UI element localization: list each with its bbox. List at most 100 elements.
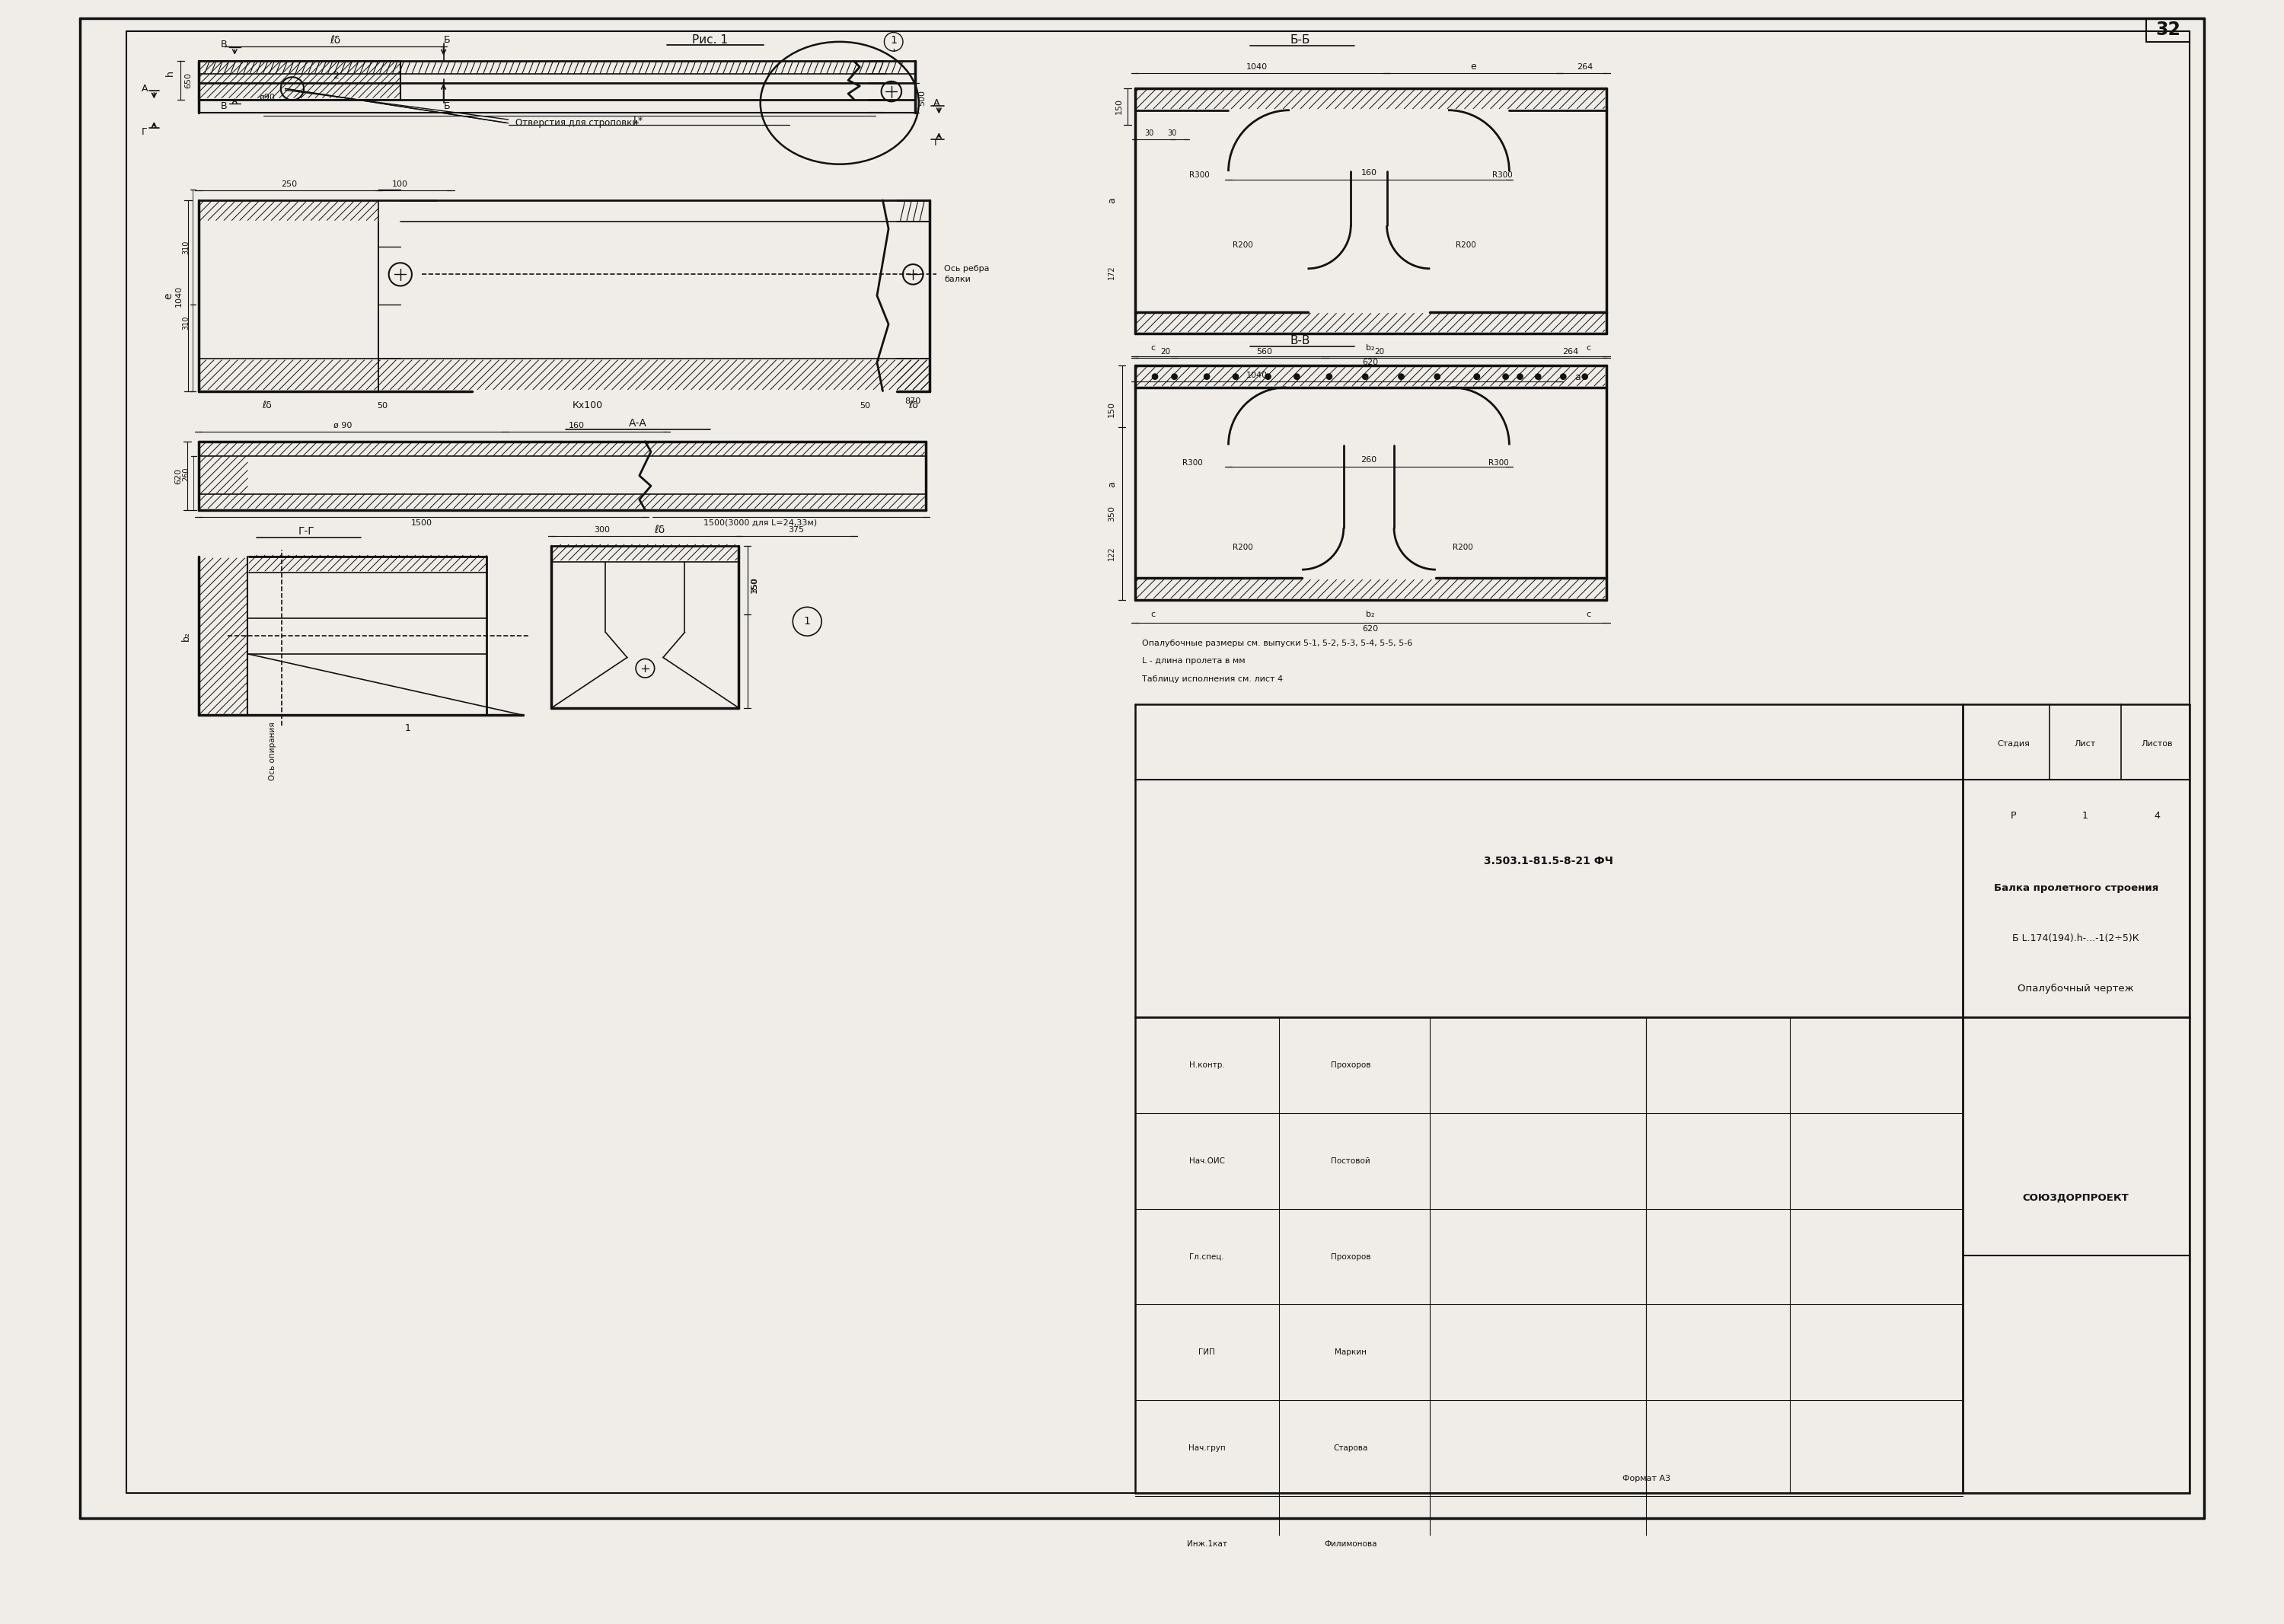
Text: Ось опирания: Ось опирания bbox=[270, 723, 276, 780]
Text: 30: 30 bbox=[1167, 130, 1176, 136]
Text: a: a bbox=[1574, 372, 1581, 382]
Text: ø90: ø90 bbox=[258, 94, 274, 101]
Text: ℓδ: ℓδ bbox=[331, 36, 340, 45]
Text: 620: 620 bbox=[1361, 625, 1377, 632]
Text: Б-Б: Б-Б bbox=[1290, 34, 1311, 45]
Text: Г-Г: Г-Г bbox=[299, 526, 315, 538]
Text: Таблицу исполнения см. лист 4: Таблицу исполнения см. лист 4 bbox=[1142, 676, 1284, 682]
Text: 30: 30 bbox=[1144, 130, 1153, 136]
Text: 620: 620 bbox=[1361, 359, 1377, 365]
Text: 310: 310 bbox=[183, 315, 190, 330]
Text: Формат А3: Формат А3 bbox=[1622, 1475, 1670, 1483]
Text: Филимонова: Филимонова bbox=[1325, 1540, 1377, 1548]
Text: e: e bbox=[162, 292, 174, 299]
Text: 650: 650 bbox=[185, 73, 192, 89]
Text: 50: 50 bbox=[859, 401, 870, 409]
Text: 264: 264 bbox=[1562, 348, 1578, 356]
Text: R200: R200 bbox=[1453, 544, 1473, 551]
Circle shape bbox=[1473, 374, 1480, 380]
Circle shape bbox=[1361, 374, 1368, 380]
Text: 50: 50 bbox=[377, 401, 388, 409]
Text: Нач.ОИС: Нач.ОИС bbox=[1190, 1158, 1224, 1164]
Text: 350: 350 bbox=[751, 578, 758, 593]
Circle shape bbox=[1233, 374, 1238, 380]
Text: В-В: В-В bbox=[1290, 335, 1311, 346]
Circle shape bbox=[1434, 374, 1441, 380]
Text: b₂: b₂ bbox=[1366, 611, 1375, 619]
Text: Отверстия для строповки: Отверстия для строповки bbox=[516, 119, 637, 128]
Circle shape bbox=[1172, 374, 1176, 380]
Text: R200: R200 bbox=[1233, 544, 1254, 551]
Text: А: А bbox=[934, 97, 941, 107]
Text: Инж.1кат: Инж.1кат bbox=[1188, 1540, 1227, 1548]
Text: ø 90: ø 90 bbox=[333, 422, 352, 429]
Text: e: e bbox=[1471, 62, 1475, 71]
Circle shape bbox=[1204, 374, 1211, 380]
Text: А-А: А-А bbox=[628, 417, 646, 429]
Circle shape bbox=[1560, 374, 1567, 380]
Text: 172: 172 bbox=[1108, 265, 1115, 279]
Text: 160: 160 bbox=[569, 422, 585, 429]
Text: L*: L* bbox=[633, 115, 644, 127]
Text: Г: Г bbox=[934, 138, 939, 148]
Text: Прохоров: Прохоров bbox=[1332, 1252, 1370, 1260]
Text: Кх100: Кх100 bbox=[573, 401, 603, 411]
Text: ГИП: ГИП bbox=[1199, 1348, 1215, 1356]
Text: 20: 20 bbox=[1160, 348, 1172, 356]
Text: Балка пролетного строения: Балка пролетного строения bbox=[1994, 883, 2158, 893]
Text: 1040: 1040 bbox=[1247, 63, 1268, 71]
Text: 3.503.1-81.5-8-21 ФЧ: 3.503.1-81.5-8-21 ФЧ bbox=[1485, 856, 1613, 867]
Text: Б: Б bbox=[443, 36, 450, 45]
Text: Ось ребра: Ось ребра bbox=[943, 265, 989, 273]
Text: 260: 260 bbox=[183, 466, 190, 481]
Text: 350: 350 bbox=[1108, 505, 1115, 521]
Text: Г: Г bbox=[142, 127, 148, 136]
Text: 32: 32 bbox=[2156, 21, 2181, 39]
Text: 1040: 1040 bbox=[174, 286, 183, 307]
Text: 310: 310 bbox=[183, 240, 190, 253]
Text: 150: 150 bbox=[751, 578, 758, 593]
Text: Опалубочные размеры см. выпуски 5-1, 5-2, 5-3, 5-4, 5-5, 5-6: Опалубочные размеры см. выпуски 5-1, 5-2… bbox=[1142, 640, 1412, 646]
Circle shape bbox=[1265, 374, 1270, 380]
Text: 260: 260 bbox=[1361, 456, 1377, 464]
Text: 620: 620 bbox=[174, 468, 183, 484]
Text: В: В bbox=[222, 102, 226, 112]
Text: 2: 2 bbox=[333, 71, 338, 81]
Text: Рис. 1: Рис. 1 bbox=[692, 34, 729, 45]
Text: Б L.174(194).h-...-1(2÷5)К: Б L.174(194).h-...-1(2÷5)К bbox=[2012, 934, 2140, 944]
Text: c: c bbox=[1585, 611, 1590, 619]
Text: 4: 4 bbox=[2154, 810, 2161, 820]
Text: ℓδ: ℓδ bbox=[909, 401, 918, 411]
Text: a: a bbox=[1108, 197, 1117, 203]
Text: 1500(3000 для L=24,33м): 1500(3000 для L=24,33м) bbox=[703, 520, 818, 526]
Text: 1500: 1500 bbox=[411, 520, 432, 526]
Text: Лист: Лист bbox=[2074, 741, 2097, 747]
Text: 1: 1 bbox=[804, 615, 811, 627]
Circle shape bbox=[1517, 374, 1523, 380]
Text: R200: R200 bbox=[1455, 240, 1475, 248]
Text: R300: R300 bbox=[1183, 460, 1204, 466]
Text: Маркин: Маркин bbox=[1334, 1348, 1366, 1356]
Text: c: c bbox=[1151, 611, 1156, 619]
Text: b₂: b₂ bbox=[1366, 344, 1375, 352]
Text: 870: 870 bbox=[904, 398, 920, 404]
Text: 300: 300 bbox=[594, 526, 610, 534]
Text: b₂: b₂ bbox=[180, 632, 190, 641]
Text: 122: 122 bbox=[1108, 546, 1115, 560]
Circle shape bbox=[1398, 374, 1405, 380]
Text: R300: R300 bbox=[1491, 171, 1512, 179]
Text: 264: 264 bbox=[1576, 63, 1592, 71]
Circle shape bbox=[1473, 374, 1480, 380]
Text: А: А bbox=[142, 83, 148, 94]
Text: 250: 250 bbox=[281, 180, 297, 188]
Text: 160: 160 bbox=[1361, 169, 1377, 177]
Text: СОЮЗДОРПРОЕКТ: СОЮЗДОРПРОЕКТ bbox=[2024, 1192, 2129, 1202]
Text: 150: 150 bbox=[1108, 401, 1115, 417]
Text: 100: 100 bbox=[393, 180, 409, 188]
Circle shape bbox=[1327, 374, 1332, 380]
Text: Листов: Листов bbox=[2142, 741, 2172, 747]
Circle shape bbox=[1503, 374, 1507, 380]
Circle shape bbox=[1151, 374, 1158, 380]
Text: a: a bbox=[1108, 482, 1117, 487]
Text: Р: Р bbox=[2010, 810, 2017, 820]
